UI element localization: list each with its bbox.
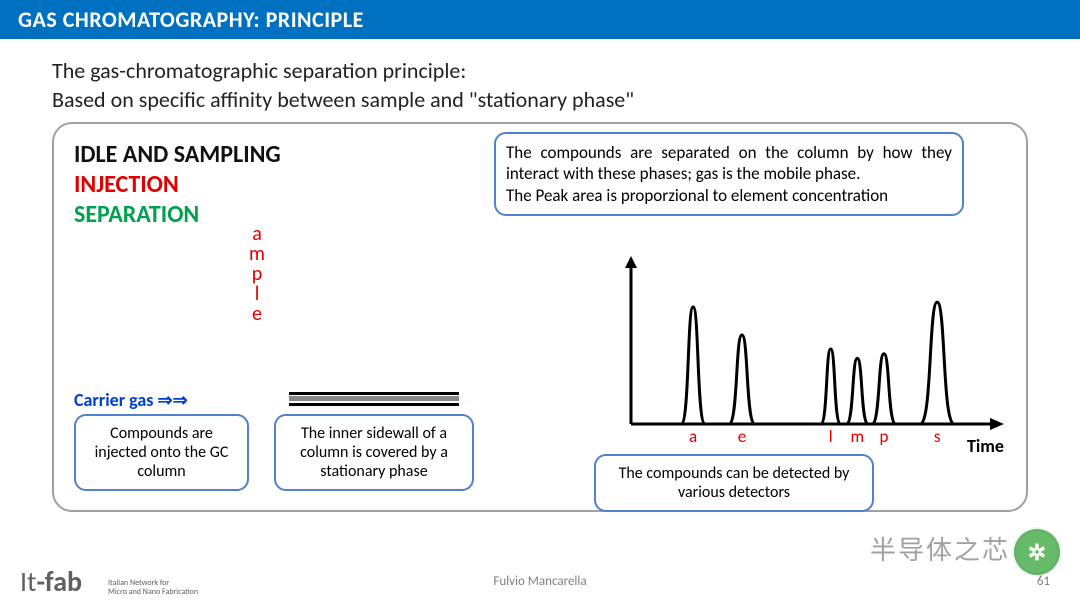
vchar: p [249,264,265,284]
intro-text: The gas-chromatographic separation princ… [52,57,1028,114]
slide-title-bar: GAS CHROMATOGRAPHY: PRINCIPLE [0,0,1080,39]
svg-text:l: l [829,426,833,447]
page-number: 61 [1037,574,1050,589]
watermark-icon: ✲ [1014,529,1060,575]
vchar: m [249,244,265,264]
arrow-icon: ⇒⇒ [158,389,188,411]
sample-vertical-word: a m p l e [249,224,265,324]
vchar: e [249,304,265,324]
svg-text:a: a [689,426,697,447]
callout-text: The compounds are separated on the colum… [506,142,952,206]
vchar: l [249,284,265,304]
watermark-text: 半导体之芯 [870,530,1010,567]
carrier-gas-label: Carrier gas ⇒⇒ [74,389,188,411]
intro-line2: Based on specific affinity between sampl… [52,86,1028,115]
slide-body: The gas-chromatographic separation princ… [0,39,1080,512]
chromatogram-chart: a e lmp s Time [606,254,1006,459]
chromatogram-svg: a e lmp s Time [606,254,1006,459]
author-name: Fulvio Mancarella [0,574,1080,589]
callout-top-right: The compounds are separated on the colum… [494,132,964,216]
gc-column-graphic [289,392,459,406]
svg-text:e: e [738,426,746,447]
svg-text:Time: Time [967,435,1004,457]
vchar: a [249,224,265,244]
logo-sub2: Micro and Nano Fabrication [108,588,198,597]
callout-bottom-right: The compounds can be detected by various… [594,454,874,512]
intro-line1: The gas-chromatographic separation princ… [52,57,1028,86]
callout-mid: The inner sidewall of a column is covere… [274,414,474,491]
callout-left: Compounds are injected onto the GC colum… [74,414,249,491]
callout-text: The inner sidewall of a column is covere… [300,424,448,481]
carrier-text: Carrier gas [74,389,153,411]
diagram-frame: IDLE AND SAMPLING INJECTION SEPARATION a… [52,122,1028,512]
callout-text: Compounds are injected onto the GC colum… [95,424,229,481]
callout-text: The compounds can be detected by various… [619,464,850,502]
svg-text:s: s [934,426,941,447]
svg-text:p: p [879,426,888,447]
slide-title: GAS CHROMATOGRAPHY: PRINCIPLE [18,6,364,33]
svg-text:m: m [851,426,865,447]
